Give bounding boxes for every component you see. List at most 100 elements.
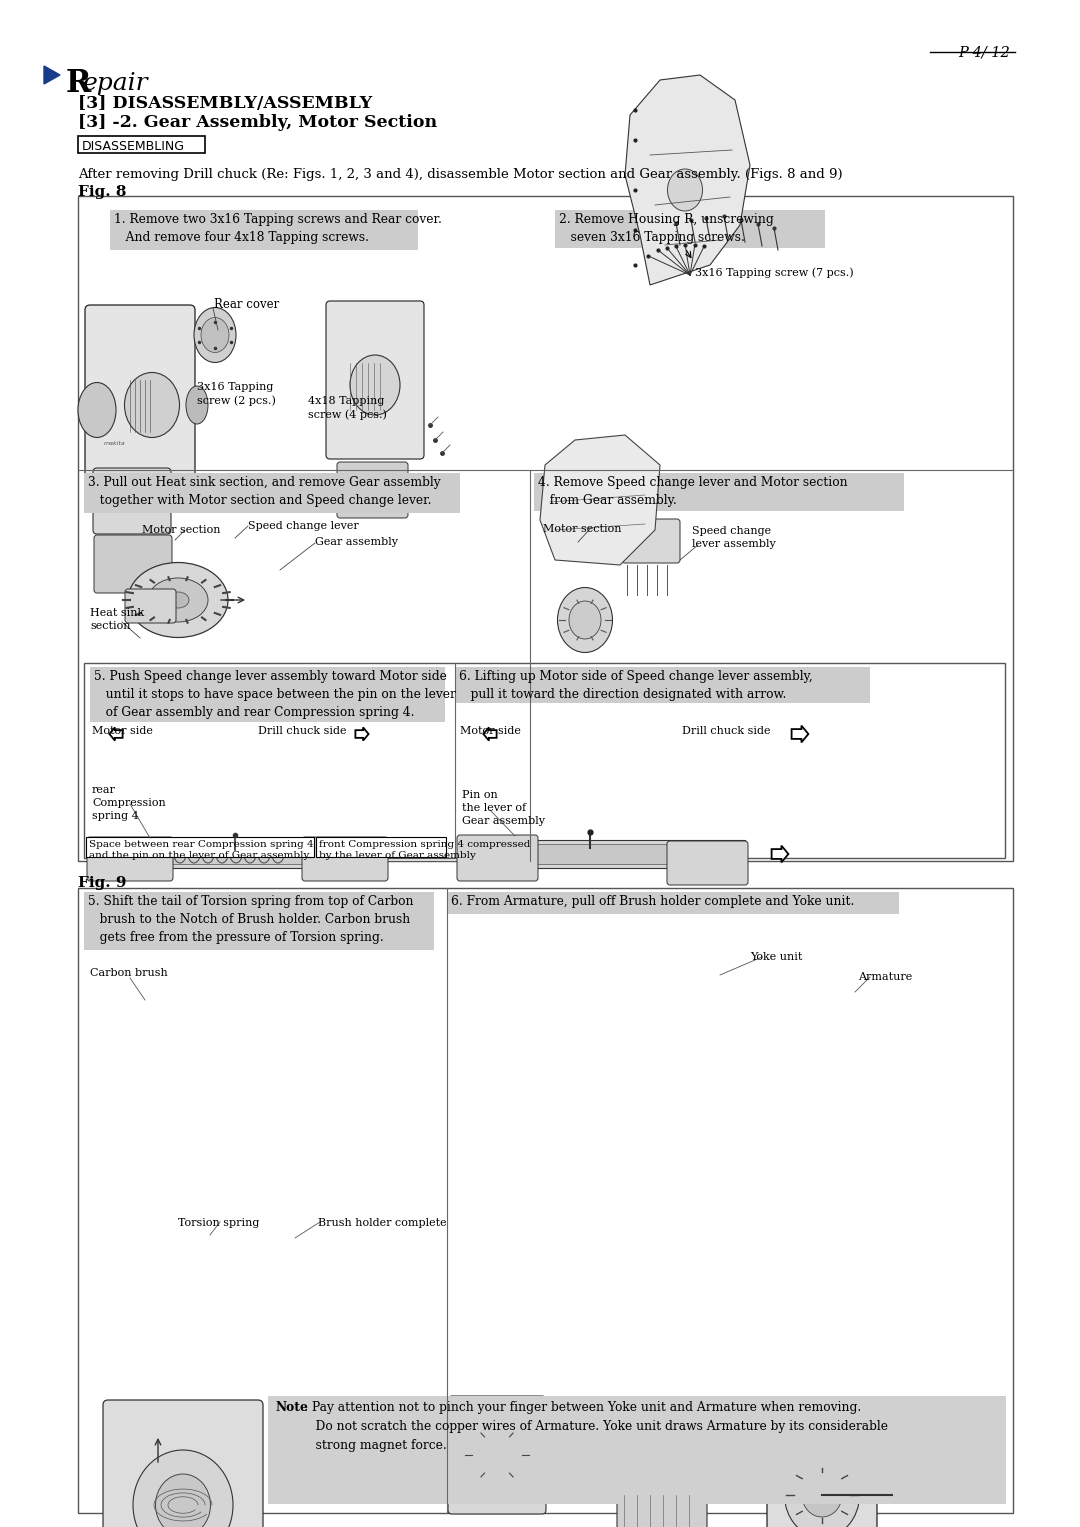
Ellipse shape (156, 1474, 211, 1527)
Bar (78, 195, 1013, 861)
Ellipse shape (167, 592, 189, 608)
Ellipse shape (186, 386, 208, 425)
Text: Note: Note (276, 1400, 309, 1414)
Bar (666, 1455, 681, 1464)
FancyBboxPatch shape (622, 519, 680, 563)
Text: Armature: Armature (858, 973, 913, 982)
Text: R: R (66, 69, 92, 99)
FancyBboxPatch shape (767, 1416, 877, 1527)
Text: [3] DISASSEMBLY/ASSEMBLY: [3] DISASSEMBLY/ASSEMBLY (78, 95, 373, 111)
FancyBboxPatch shape (93, 467, 171, 534)
Text: : Pay attention not to pinch your finger between Yoke unit and Armature when rem: : Pay attention not to pinch your finger… (303, 1400, 888, 1452)
FancyBboxPatch shape (216, 698, 238, 762)
Ellipse shape (615, 1405, 710, 1515)
Bar (455, 667, 870, 702)
Ellipse shape (569, 602, 600, 638)
Text: [3] -2. Gear Assembly, Motor Section: [3] -2. Gear Assembly, Motor Section (78, 115, 437, 131)
FancyBboxPatch shape (302, 837, 388, 881)
Text: Motor section: Motor section (543, 524, 621, 534)
FancyBboxPatch shape (337, 463, 408, 518)
Text: 3x16 Tapping
screw (2 pcs.): 3x16 Tapping screw (2 pcs.) (197, 382, 275, 406)
FancyBboxPatch shape (85, 305, 195, 479)
Polygon shape (540, 435, 660, 565)
Ellipse shape (201, 318, 229, 353)
Bar (110, 211, 418, 250)
Text: Fig. 8: Fig. 8 (78, 185, 126, 199)
Bar (447, 892, 899, 915)
Text: DISASSEMBLING: DISASSEMBLING (82, 140, 185, 153)
FancyBboxPatch shape (617, 1445, 707, 1527)
Text: 6. From Armature, pull off Brush holder complete and Yoke unit.: 6. From Armature, pull off Brush holder … (451, 895, 854, 909)
Text: P 4/ 12: P 4/ 12 (958, 46, 1010, 60)
Polygon shape (484, 727, 497, 741)
Bar (84, 473, 460, 513)
Bar (555, 211, 825, 247)
FancyBboxPatch shape (94, 534, 172, 592)
Bar (268, 1396, 1005, 1504)
Polygon shape (355, 727, 368, 741)
Text: Motor side: Motor side (92, 725, 153, 736)
Ellipse shape (632, 1426, 692, 1493)
Polygon shape (109, 727, 123, 741)
Text: 4. Remove Speed change lever and Motor section
   from Gear assembly.: 4. Remove Speed change lever and Motor s… (538, 476, 848, 507)
Bar (316, 837, 446, 857)
FancyBboxPatch shape (87, 837, 173, 881)
Text: Space between rear Compression spring 4
and the pin on the lever of Gear assembl: Space between rear Compression spring 4 … (89, 840, 313, 860)
Bar (78, 889, 1013, 1513)
Text: makita: makita (104, 441, 125, 446)
Text: Pin on
the lever of
Gear assembly: Pin on the lever of Gear assembly (462, 789, 545, 826)
Text: 3. Pull out Heat sink section, and remove Gear assembly
   together with Motor s: 3. Pull out Heat sink section, and remov… (87, 476, 441, 507)
FancyBboxPatch shape (125, 589, 176, 623)
FancyBboxPatch shape (448, 1396, 546, 1513)
Text: Carbon brush: Carbon brush (90, 968, 167, 977)
Text: After removing Drill chuck (Re: Figs. 1, 2, 3 and 4), disassemble Motor section : After removing Drill chuck (Re: Figs. 1,… (78, 168, 842, 182)
Bar (622, 1455, 638, 1464)
Ellipse shape (463, 1416, 531, 1493)
FancyBboxPatch shape (457, 835, 538, 881)
Ellipse shape (133, 1451, 233, 1527)
Polygon shape (571, 1464, 593, 1486)
Text: Fig. 9: Fig. 9 (78, 876, 126, 890)
Text: Drill chuck side: Drill chuck side (681, 725, 770, 736)
Text: 6. Lifting up Motor side of Speed change lever assembly,
   pull it toward the d: 6. Lifting up Motor side of Speed change… (459, 670, 813, 701)
Text: 5. Shift the tail of Torsion spring from top of Carbon
   brush to the Notch of : 5. Shift the tail of Torsion spring from… (87, 895, 414, 944)
Text: 3x16 Tapping screw (7 pcs.): 3x16 Tapping screw (7 pcs.) (696, 267, 853, 278)
Bar (84, 663, 1005, 858)
Text: Heat sink
section: Heat sink section (90, 608, 145, 631)
Ellipse shape (78, 382, 116, 438)
Polygon shape (792, 725, 809, 742)
Text: Speed change lever: Speed change lever (248, 521, 359, 531)
FancyBboxPatch shape (129, 698, 150, 762)
Text: Speed change
lever assembly: Speed change lever assembly (692, 525, 775, 548)
Bar (534, 473, 904, 512)
Text: Torsion spring: Torsion spring (178, 1219, 259, 1228)
Ellipse shape (802, 1474, 842, 1516)
Text: Drill chuck side: Drill chuck side (258, 725, 347, 736)
Text: 1. Remove two 3x16 Tapping screws and Rear cover.
   And remove four 4x18 Tappin: 1. Remove two 3x16 Tapping screws and Re… (114, 212, 442, 244)
Text: Yoke unit: Yoke unit (750, 951, 802, 962)
Ellipse shape (124, 373, 179, 438)
Text: front Compression spring 4 compressed
by the lever of Gear assembly: front Compression spring 4 compressed by… (319, 840, 530, 860)
Text: Brush holder complete: Brush holder complete (318, 1219, 447, 1228)
Text: 5. Push Speed change lever assembly toward Motor side
   until it stops to have : 5. Push Speed change lever assembly towa… (94, 670, 456, 719)
Polygon shape (771, 846, 788, 863)
FancyBboxPatch shape (194, 698, 216, 762)
Text: rear
Compression
spring 4: rear Compression spring 4 (92, 785, 165, 820)
FancyBboxPatch shape (106, 698, 129, 762)
FancyBboxPatch shape (150, 698, 172, 762)
Bar (90, 667, 445, 722)
Ellipse shape (129, 562, 228, 637)
FancyBboxPatch shape (460, 840, 745, 867)
Text: 4x18 Tapping
screw (4 pcs.): 4x18 Tapping screw (4 pcs.) (308, 395, 387, 420)
Ellipse shape (481, 1438, 513, 1472)
Bar (644, 1428, 660, 1437)
Text: Motor section: Motor section (141, 525, 220, 534)
Ellipse shape (886, 1487, 897, 1503)
FancyBboxPatch shape (326, 301, 424, 460)
Ellipse shape (557, 588, 612, 652)
Bar (86, 837, 314, 857)
Bar (100, 844, 375, 864)
Text: epair: epair (83, 72, 149, 95)
Bar (470, 844, 735, 864)
FancyBboxPatch shape (238, 698, 260, 762)
